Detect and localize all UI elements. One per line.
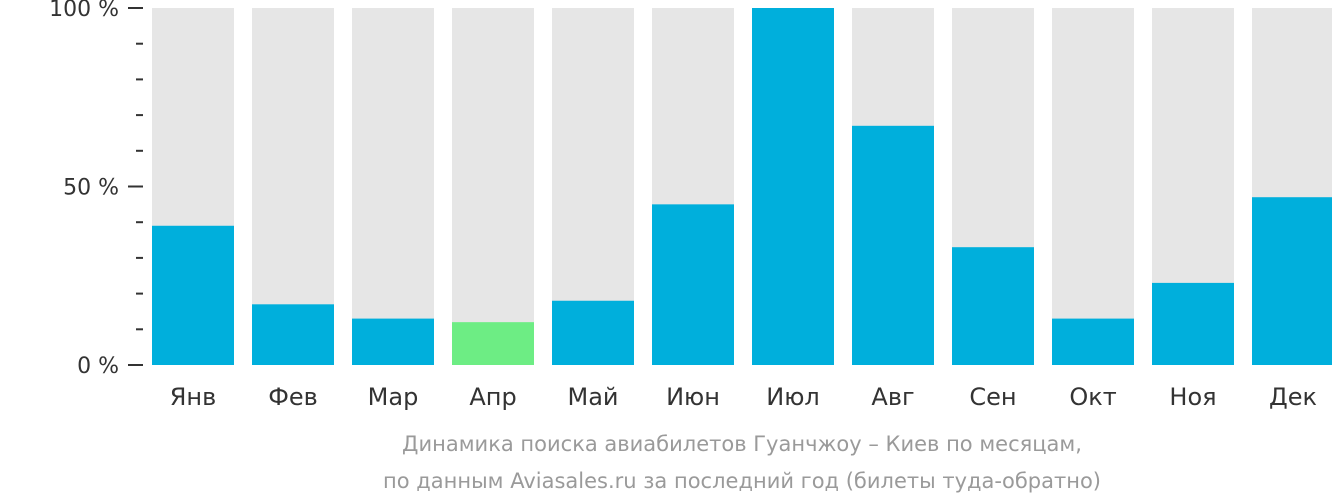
- x-tick-label: Апр: [469, 383, 516, 411]
- bar-track: [452, 8, 534, 365]
- bar-track: [1052, 8, 1134, 365]
- bar: [952, 247, 1034, 365]
- x-tick-label: Окт: [1069, 383, 1116, 411]
- bar: [152, 225, 234, 365]
- bar: [752, 8, 834, 365]
- x-tick-label: Ноя: [1169, 383, 1216, 411]
- x-tick-label: Мар: [368, 383, 419, 411]
- x-tick-label: Дек: [1269, 383, 1317, 411]
- bar: [852, 125, 934, 365]
- bar: [252, 304, 334, 365]
- x-tick-label: Сен: [969, 383, 1016, 411]
- bar: [452, 322, 534, 365]
- chart-caption: Динамика поиска авиабилетов Гуанчжоу – К…: [383, 432, 1101, 493]
- x-tick-label: Фев: [268, 383, 318, 411]
- bar: [1052, 318, 1134, 365]
- caption-line-1: Динамика поиска авиабилетов Гуанчжоу – К…: [402, 432, 1082, 456]
- bar: [652, 204, 734, 365]
- x-tick-label: Июл: [766, 383, 820, 411]
- bar-track: [352, 8, 434, 365]
- bar: [1252, 197, 1332, 365]
- x-tick-label: Май: [567, 383, 618, 411]
- caption-line-2: по данным Aviasales.ru за последний год …: [383, 469, 1101, 493]
- x-axis: Янв Фев Мар Апр Май Июн Июл Авг Сен Окт Ноя Дек: [170, 383, 1317, 411]
- bars: [152, 8, 1332, 365]
- y-tick-label: 50 %: [63, 176, 119, 201]
- bar: [552, 300, 634, 365]
- y-axis: 0 % 50 % 100 %: [49, 0, 143, 379]
- x-tick-label: Июн: [666, 383, 720, 411]
- bar: [1152, 282, 1234, 365]
- y-tick-label: 100 %: [49, 0, 119, 22]
- x-tick-label: Авг: [871, 383, 914, 411]
- y-tick-label: 0 %: [77, 354, 119, 379]
- bar: [352, 318, 434, 365]
- x-tick-label: Янв: [170, 383, 217, 411]
